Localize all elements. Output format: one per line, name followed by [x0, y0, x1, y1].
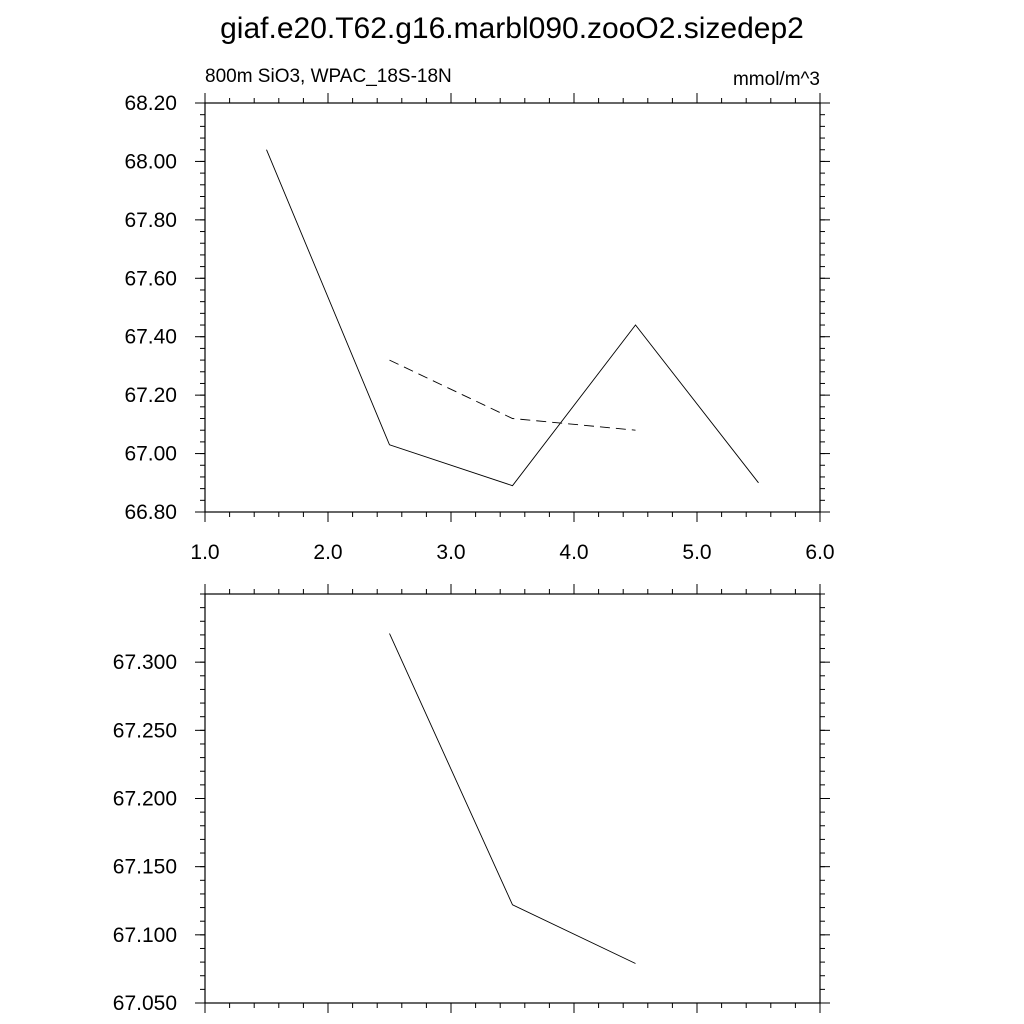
- x-tick-label: 5.0: [682, 541, 711, 564]
- y-tick-label: 67.300: [113, 651, 177, 674]
- y-tick-label: 67.80: [124, 209, 177, 232]
- y-tick-label: 67.100: [113, 924, 177, 947]
- x-tick-label: 3.0: [436, 541, 465, 564]
- y-tick-label: 67.200: [113, 788, 177, 811]
- y-tick-label: 67.150: [113, 856, 177, 879]
- x-tick-label: 1.0: [190, 541, 219, 564]
- x-tick-label: 4.0: [559, 541, 588, 564]
- y-tick-label: 67.20: [124, 384, 177, 407]
- y-tick-label: 67.050: [113, 992, 177, 1015]
- series-line-1: [266, 149, 759, 487]
- chart-title: giaf.e20.T62.g16.marbl090.zooO2.sizedep2: [220, 12, 804, 45]
- plot-frame: [204, 593, 821, 1004]
- right-string: mmol/m^3: [733, 69, 820, 90]
- y-tick-label: 67.250: [113, 719, 177, 742]
- y-tick-label: 67.40: [124, 326, 177, 349]
- plot-frame: [204, 102, 821, 513]
- y-tick-label: 68.20: [124, 92, 177, 115]
- bottom-panel: 67.050 67.100 67.150 67.200 67.250 67.300: [113, 584, 830, 1015]
- x-tick-label: 2.0: [313, 541, 342, 564]
- y-tick-label: 66.80: [124, 501, 177, 524]
- series-line-2: [389, 359, 636, 431]
- series-line-1: [389, 633, 636, 964]
- y-tick-label: 67.00: [124, 443, 177, 466]
- x-tick-label: 6.0: [805, 541, 834, 564]
- top-panel: 1.0 2.0 3.0 4.0 5.0 6.0 66.80 67.00 67.20 67.40 67…: [124, 66, 834, 564]
- left-string: 800m SiO3, WPAC_18S-18N: [205, 66, 452, 87]
- y-tick-label: 68.00: [124, 150, 177, 173]
- y-tick-label: 67.60: [124, 267, 177, 290]
